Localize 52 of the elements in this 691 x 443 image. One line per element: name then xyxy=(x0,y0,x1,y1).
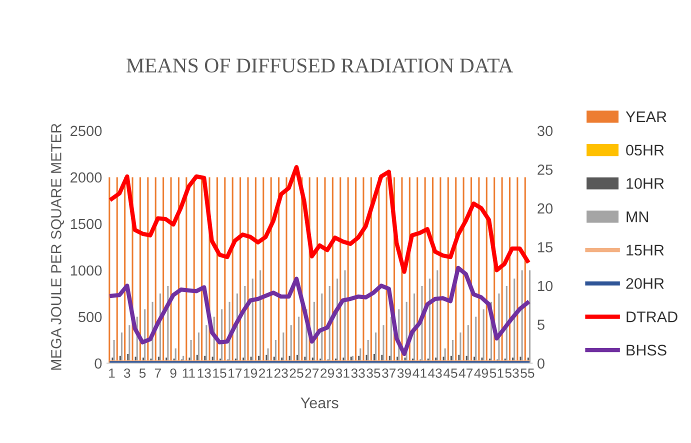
x-tick-label: 53 xyxy=(505,368,519,378)
x-tick-label: 31 xyxy=(336,368,350,378)
x-tick-label: 13 xyxy=(198,368,211,378)
y2-tick-label: 20 xyxy=(538,203,553,214)
chart-title: MEANS OF DIFFUSED RADIATION DATA xyxy=(126,58,514,73)
x-tick-label: 51 xyxy=(490,368,504,378)
x-tick-label: 55 xyxy=(520,368,534,378)
y-tick-label: 2000 xyxy=(70,172,102,183)
y-tick-label: 1500 xyxy=(70,218,102,230)
x-tick-label: 49 xyxy=(474,368,488,378)
y2-tick-label: 30 xyxy=(537,126,553,136)
y-tick-label: 1000 xyxy=(70,265,102,276)
legend-label: 15HR xyxy=(626,244,664,256)
legend-label: BHSS xyxy=(626,344,666,356)
x-tick-label: 17 xyxy=(228,368,242,378)
y2-tick-label: 0 xyxy=(538,358,544,369)
legend-label: 05HR xyxy=(626,144,664,156)
y-tick-label: 2500 xyxy=(70,126,102,136)
y-tick-label: 500 xyxy=(78,312,102,322)
y-axis-title: MEGA JOULE PER SQUARE METER xyxy=(51,124,64,370)
y-tick-label: 0 xyxy=(94,358,102,369)
x-tick-label: 1 xyxy=(109,368,115,378)
x-tick-label: 43 xyxy=(428,368,442,378)
x-tick-label: 29 xyxy=(320,368,334,378)
y2-tick-label: 10 xyxy=(538,280,553,292)
legend-label: DTRAD xyxy=(626,312,678,322)
legend-label: 10HR xyxy=(626,178,664,189)
legend-label: 20HR xyxy=(626,278,664,289)
x-tick-label: 27 xyxy=(305,368,319,378)
x-tick-label: 19 xyxy=(244,368,258,378)
x-tick-label: 23 xyxy=(274,368,288,378)
y2-tick-label: 5 xyxy=(538,320,544,330)
x-tick-label: 37 xyxy=(382,368,396,378)
x-tick-label: 47 xyxy=(458,368,473,378)
x-tick-label: 33 xyxy=(351,368,365,378)
x-tick-label: 5 xyxy=(139,368,146,378)
x-tick-label: 7 xyxy=(154,368,161,378)
legend-label: MN xyxy=(626,212,648,222)
legend-label: YEAR xyxy=(626,112,666,122)
x-tick-label: 15 xyxy=(213,368,226,378)
x-tick-label: 45 xyxy=(443,368,458,378)
y2-tick-label: 15 xyxy=(538,242,553,252)
x-tick-label: 9 xyxy=(170,368,176,378)
x-axis-title: Years xyxy=(300,398,338,408)
y2-tick-label: 25 xyxy=(538,164,553,175)
x-tick-label: 41 xyxy=(412,368,426,378)
x-tick-label: 35 xyxy=(366,368,380,378)
x-tick-label: 3 xyxy=(124,368,130,378)
x-tick-label: 25 xyxy=(290,368,304,378)
x-tick-label: 39 xyxy=(397,368,411,378)
x-tick-label: 21 xyxy=(259,368,272,378)
x-tick-label: 11 xyxy=(182,368,195,378)
